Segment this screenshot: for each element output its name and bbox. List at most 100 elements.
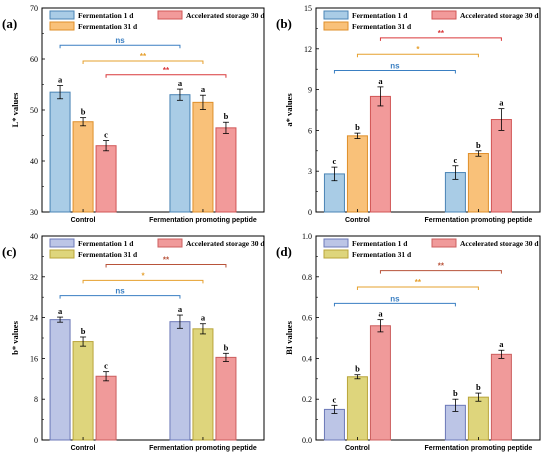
significance-marker: ** <box>163 66 170 75</box>
y-tick-label: 6 <box>308 126 312 135</box>
legend-swatch <box>323 10 349 20</box>
significance-marker: ** <box>163 256 170 265</box>
significance-letter: c <box>454 155 458 165</box>
significance-letter: b <box>476 382 481 392</box>
bar <box>467 396 489 441</box>
y-axis-label: L* values <box>10 92 20 127</box>
significance-marker: * <box>141 271 145 280</box>
y-tick-label: 9 <box>308 86 312 95</box>
bar <box>95 375 117 441</box>
significance-bracket <box>82 279 204 284</box>
significance-letter: b <box>224 111 229 121</box>
significance-letter: b <box>224 342 229 352</box>
significance-letter: a <box>201 84 206 94</box>
significance-marker: ** <box>415 278 422 287</box>
legend-swatch <box>49 249 75 259</box>
bar <box>192 101 214 213</box>
legend-swatch <box>157 238 183 248</box>
significance-letter: b <box>355 364 360 374</box>
legend-label: Fermentation 1 d <box>78 11 134 20</box>
y-tick-label: 0.4 <box>302 354 312 363</box>
y-axis-label: b* values <box>10 320 20 354</box>
legend-swatch <box>431 238 457 248</box>
bar <box>346 376 368 441</box>
legend: Fermentation 1 d Fermentation 31 d Acceler… <box>49 10 265 31</box>
y-tick-label: 0.8 <box>302 273 312 282</box>
significance-letter: c <box>333 156 337 166</box>
y-tick-label: 50 <box>30 106 38 115</box>
significance-bracket <box>379 270 502 274</box>
significance-letter: a <box>378 76 383 86</box>
panel-label: (c) <box>2 244 16 259</box>
x-category-label: Fermentation promoting peptide <box>425 217 533 224</box>
legend-swatch <box>323 238 349 248</box>
y-tick-label: 60 <box>30 55 38 64</box>
legend-swatch <box>49 10 75 20</box>
legend-swatch <box>49 21 75 31</box>
y-tick-label: 40 <box>30 232 38 241</box>
y-tick-label: 70 <box>30 4 38 13</box>
panel-1: 30 40 50 60 70 L* values (a) a a b a c b Control Ferme… <box>2 4 265 224</box>
x-category-label: Control <box>71 217 96 224</box>
panel-2: 0 3 6 9 12 15 a* values (b) c c b b a a Control Ferment… <box>276 4 541 224</box>
y-tick-label: 0.2 <box>302 395 312 404</box>
legend-label: Fermentation 1 d <box>352 11 408 20</box>
significance-marker: ns <box>115 36 125 45</box>
significance-letter: a <box>499 98 504 108</box>
bar <box>215 356 237 441</box>
bar <box>95 145 117 213</box>
y-tick-label: 40 <box>30 157 38 166</box>
panel-label: (d) <box>276 244 292 259</box>
significance-marker: ** <box>438 262 445 271</box>
y-tick-label: 16 <box>30 354 38 363</box>
significance-letter: c <box>104 130 108 140</box>
bar <box>467 153 489 213</box>
x-category-label: Fermentation promoting peptide <box>149 217 257 224</box>
y-tick-label: 0 <box>34 436 38 445</box>
legend-label: Fermentation 31 d <box>352 22 412 31</box>
legend-label: Accelerated storage 30 d <box>186 239 265 248</box>
legend: Fermentation 1 d Fermentation 31 d Acceler… <box>49 238 265 259</box>
legend-label: Accelerated storage 30 d <box>186 11 265 20</box>
legend-label: Fermentation 31 d <box>352 250 412 259</box>
bar <box>169 94 191 213</box>
significance-bracket <box>59 295 181 299</box>
significance-letter: a <box>499 339 504 349</box>
legend-label: Fermentation 1 d <box>78 239 134 248</box>
significance-bracket <box>59 44 181 49</box>
legend-label: Fermentation 31 d <box>78 250 138 259</box>
bar <box>192 328 214 441</box>
significance-bracket <box>379 37 502 41</box>
x-category-label: Fermentation promoting peptide <box>425 445 533 452</box>
significance-letter: a <box>178 304 183 314</box>
bar <box>490 119 512 213</box>
significance-marker: ** <box>438 29 445 38</box>
y-tick-label: 0.0 <box>302 436 312 445</box>
bar <box>323 408 345 441</box>
significance-marker: ** <box>140 52 147 61</box>
significance-letter: a <box>378 309 383 319</box>
y-tick-label: 3 <box>308 167 312 176</box>
legend: Fermentation 1 d Fermentation 31 d Acceler… <box>323 238 539 259</box>
legend-swatch <box>323 21 349 31</box>
y-tick-label: 1.0 <box>302 232 312 241</box>
significance-bracket <box>105 74 227 78</box>
panel-label: (a) <box>2 16 17 31</box>
y-tick-label: 32 <box>30 273 38 282</box>
legend: Fermentation 1 d Fermentation 31 d Acceler… <box>323 10 539 31</box>
legend-swatch <box>157 10 183 20</box>
legend-label: Accelerated storage 30 d <box>460 11 539 20</box>
significance-bracket <box>82 60 204 65</box>
panel-4: 0.0 0.2 0.4 0.6 0.8 1.0 BI values (d) c b b b a a Cont… <box>276 232 541 452</box>
significance-letter: a <box>58 75 63 85</box>
bar <box>72 121 94 213</box>
bar <box>72 341 94 441</box>
significance-letter: a <box>58 306 63 316</box>
y-tick-label: 12 <box>304 45 312 54</box>
significance-bracket <box>333 302 456 307</box>
significance-letter: a <box>201 313 206 323</box>
significance-bracket <box>333 70 456 74</box>
significance-bracket <box>356 53 479 58</box>
bar <box>369 95 391 213</box>
significance-marker: ns <box>115 287 125 296</box>
